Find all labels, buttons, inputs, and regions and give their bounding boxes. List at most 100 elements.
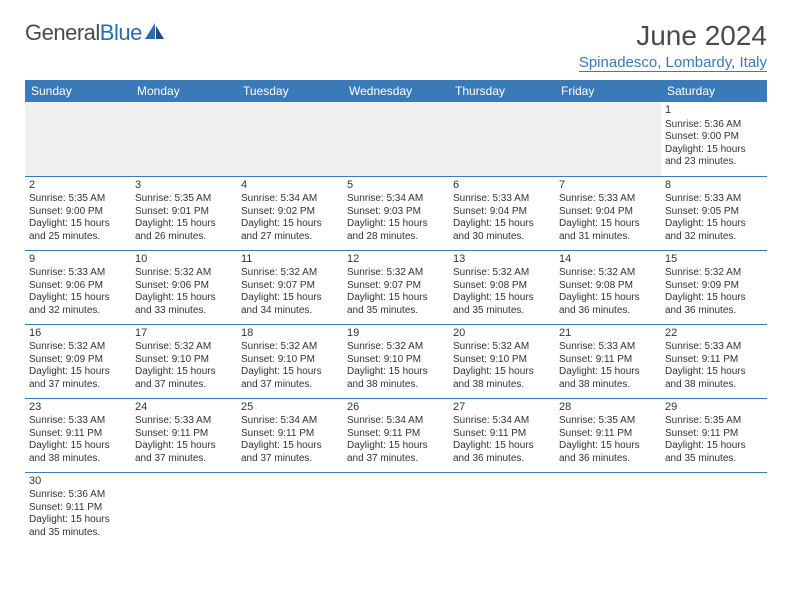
daylight-text: Daylight: 15 hours and 38 minutes. (559, 366, 657, 391)
sunset-text: Sunset: 9:01 PM (135, 206, 233, 219)
sunset-text: Sunset: 9:06 PM (29, 280, 127, 293)
day-number: 7 (559, 179, 657, 193)
calendar-cell-empty (131, 472, 237, 546)
calendar-cell: 7Sunrise: 5:33 AMSunset: 9:04 PMDaylight… (555, 176, 661, 250)
location: Spinadesco, Lombardy, Italy (579, 54, 767, 72)
title-block: June 2024 Spinadesco, Lombardy, Italy (579, 20, 767, 72)
calendar-cell: 26Sunrise: 5:34 AMSunset: 9:11 PMDayligh… (343, 398, 449, 472)
sunrise-text: Sunrise: 5:36 AM (665, 119, 763, 132)
day-info: Sunrise: 5:35 AMSunset: 9:11 PMDaylight:… (665, 415, 763, 465)
calendar-cell: 14Sunrise: 5:32 AMSunset: 9:08 PMDayligh… (555, 250, 661, 324)
daylight-text: Daylight: 15 hours and 26 minutes. (135, 218, 233, 243)
weekday-header: Wednesday (343, 80, 449, 102)
sunset-text: Sunset: 9:11 PM (29, 502, 127, 515)
day-info: Sunrise: 5:32 AMSunset: 9:07 PMDaylight:… (241, 267, 339, 317)
weekday-header-row: SundayMondayTuesdayWednesdayThursdayFrid… (25, 80, 767, 102)
weekday-header: Friday (555, 80, 661, 102)
sunrise-text: Sunrise: 5:33 AM (135, 415, 233, 428)
day-info: Sunrise: 5:34 AMSunset: 9:03 PMDaylight:… (347, 193, 445, 243)
day-info: Sunrise: 5:33 AMSunset: 9:06 PMDaylight:… (29, 267, 127, 317)
day-info: Sunrise: 5:33 AMSunset: 9:11 PMDaylight:… (135, 415, 233, 465)
day-number: 24 (135, 401, 233, 415)
sunset-text: Sunset: 9:08 PM (453, 280, 551, 293)
sunrise-text: Sunrise: 5:35 AM (135, 193, 233, 206)
daylight-text: Daylight: 15 hours and 35 minutes. (453, 292, 551, 317)
calendar-cell-empty (237, 102, 343, 176)
calendar-cell: 18Sunrise: 5:32 AMSunset: 9:10 PMDayligh… (237, 324, 343, 398)
sunset-text: Sunset: 9:09 PM (665, 280, 763, 293)
sunset-text: Sunset: 9:11 PM (559, 354, 657, 367)
daylight-text: Daylight: 15 hours and 37 minutes. (135, 440, 233, 465)
sunset-text: Sunset: 9:10 PM (347, 354, 445, 367)
sunset-text: Sunset: 9:11 PM (453, 428, 551, 441)
daylight-text: Daylight: 15 hours and 38 minutes. (665, 366, 763, 391)
day-number: 1 (665, 104, 763, 118)
day-number: 4 (241, 179, 339, 193)
daylight-text: Daylight: 15 hours and 30 minutes. (453, 218, 551, 243)
daylight-text: Daylight: 15 hours and 36 minutes. (665, 292, 763, 317)
calendar-row: 30Sunrise: 5:36 AMSunset: 9:11 PMDayligh… (25, 472, 767, 546)
sunrise-text: Sunrise: 5:32 AM (347, 267, 445, 280)
sunset-text: Sunset: 9:03 PM (347, 206, 445, 219)
calendar-cell-empty (237, 472, 343, 546)
sunset-text: Sunset: 9:10 PM (453, 354, 551, 367)
daylight-text: Daylight: 15 hours and 38 minutes. (29, 440, 127, 465)
calendar-cell: 27Sunrise: 5:34 AMSunset: 9:11 PMDayligh… (449, 398, 555, 472)
calendar-cell: 25Sunrise: 5:34 AMSunset: 9:11 PMDayligh… (237, 398, 343, 472)
sunset-text: Sunset: 9:11 PM (665, 428, 763, 441)
calendar-cell: 19Sunrise: 5:32 AMSunset: 9:10 PMDayligh… (343, 324, 449, 398)
sunrise-text: Sunrise: 5:33 AM (29, 267, 127, 280)
calendar-cell-empty (343, 102, 449, 176)
calendar-cell: 13Sunrise: 5:32 AMSunset: 9:08 PMDayligh… (449, 250, 555, 324)
sunrise-text: Sunrise: 5:34 AM (347, 415, 445, 428)
sunrise-text: Sunrise: 5:32 AM (135, 341, 233, 354)
sunset-text: Sunset: 9:11 PM (241, 428, 339, 441)
daylight-text: Daylight: 15 hours and 31 minutes. (559, 218, 657, 243)
day-number: 12 (347, 253, 445, 267)
sunrise-text: Sunrise: 5:32 AM (241, 341, 339, 354)
day-info: Sunrise: 5:34 AMSunset: 9:02 PMDaylight:… (241, 193, 339, 243)
day-info: Sunrise: 5:34 AMSunset: 9:11 PMDaylight:… (453, 415, 551, 465)
sunset-text: Sunset: 9:07 PM (347, 280, 445, 293)
calendar-cell-empty (131, 102, 237, 176)
sunrise-text: Sunrise: 5:33 AM (665, 341, 763, 354)
day-info: Sunrise: 5:32 AMSunset: 9:10 PMDaylight:… (241, 341, 339, 391)
sunset-text: Sunset: 9:10 PM (135, 354, 233, 367)
day-number: 2 (29, 179, 127, 193)
day-number: 13 (453, 253, 551, 267)
calendar-cell: 11Sunrise: 5:32 AMSunset: 9:07 PMDayligh… (237, 250, 343, 324)
daylight-text: Daylight: 15 hours and 27 minutes. (241, 218, 339, 243)
daylight-text: Daylight: 15 hours and 37 minutes. (29, 366, 127, 391)
calendar-cell-empty (25, 102, 131, 176)
sunset-text: Sunset: 9:07 PM (241, 280, 339, 293)
day-number: 22 (665, 327, 763, 341)
day-info: Sunrise: 5:33 AMSunset: 9:04 PMDaylight:… (559, 193, 657, 243)
day-info: Sunrise: 5:35 AMSunset: 9:01 PMDaylight:… (135, 193, 233, 243)
sunrise-text: Sunrise: 5:34 AM (241, 193, 339, 206)
sunrise-text: Sunrise: 5:35 AM (559, 415, 657, 428)
day-number: 30 (29, 475, 127, 489)
day-number: 8 (665, 179, 763, 193)
daylight-text: Daylight: 15 hours and 35 minutes. (665, 440, 763, 465)
sunset-text: Sunset: 9:02 PM (241, 206, 339, 219)
sunrise-text: Sunrise: 5:33 AM (665, 193, 763, 206)
sunset-text: Sunset: 9:05 PM (665, 206, 763, 219)
daylight-text: Daylight: 15 hours and 35 minutes. (347, 292, 445, 317)
calendar-cell: 30Sunrise: 5:36 AMSunset: 9:11 PMDayligh… (25, 472, 131, 546)
day-info: Sunrise: 5:32 AMSunset: 9:10 PMDaylight:… (453, 341, 551, 391)
day-number: 21 (559, 327, 657, 341)
day-info: Sunrise: 5:33 AMSunset: 9:11 PMDaylight:… (665, 341, 763, 391)
day-info: Sunrise: 5:32 AMSunset: 9:06 PMDaylight:… (135, 267, 233, 317)
daylight-text: Daylight: 15 hours and 37 minutes. (347, 440, 445, 465)
day-number: 26 (347, 401, 445, 415)
day-number: 11 (241, 253, 339, 267)
calendar-cell-empty (449, 472, 555, 546)
day-number: 18 (241, 327, 339, 341)
daylight-text: Daylight: 15 hours and 34 minutes. (241, 292, 339, 317)
day-info: Sunrise: 5:33 AMSunset: 9:11 PMDaylight:… (29, 415, 127, 465)
calendar-row: 23Sunrise: 5:33 AMSunset: 9:11 PMDayligh… (25, 398, 767, 472)
weekday-header: Tuesday (237, 80, 343, 102)
sunrise-text: Sunrise: 5:35 AM (29, 193, 127, 206)
day-number: 28 (559, 401, 657, 415)
day-number: 29 (665, 401, 763, 415)
